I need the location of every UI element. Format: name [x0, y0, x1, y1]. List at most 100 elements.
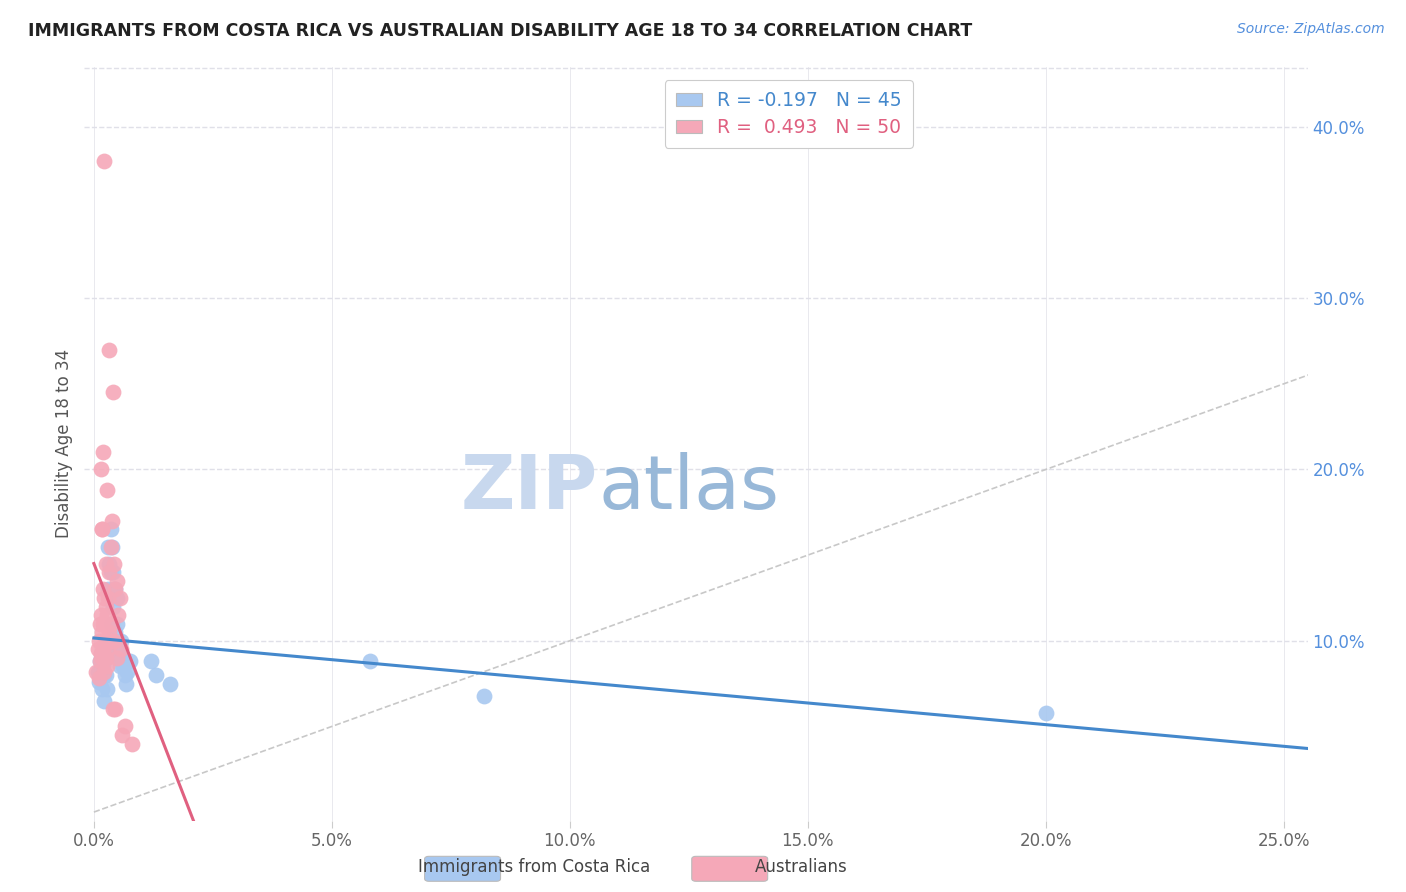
Point: [98, 566, 121, 580]
Point: [111, 728, 134, 742]
Point: [101, 385, 124, 400]
Point: [101, 633, 124, 648]
Point: [98, 625, 121, 640]
Point: [115, 665, 138, 679]
Point: [100, 566, 122, 580]
Point: [91, 523, 114, 537]
Point: [91, 681, 114, 696]
Point: [101, 566, 124, 580]
Point: [101, 616, 124, 631]
Point: [93, 637, 115, 651]
Point: [104, 582, 127, 597]
Point: [1035, 706, 1057, 720]
Point: [94, 651, 117, 665]
Point: [100, 616, 122, 631]
Point: [104, 582, 127, 597]
Point: [103, 642, 125, 657]
Point: [103, 557, 125, 571]
Point: [97, 582, 120, 597]
Point: [105, 591, 128, 605]
Point: [107, 642, 129, 657]
Point: [101, 514, 124, 528]
Point: [97, 642, 120, 657]
Point: [93, 616, 115, 631]
Point: [108, 659, 131, 673]
Point: [96, 608, 118, 623]
Point: [93, 642, 115, 657]
Point: [101, 702, 124, 716]
Point: [105, 616, 128, 631]
Point: [103, 633, 125, 648]
Point: [107, 608, 129, 623]
Point: [98, 557, 121, 571]
Point: [112, 659, 135, 673]
Point: [104, 702, 127, 716]
Point: [110, 633, 132, 648]
Point: [93, 154, 115, 169]
Text: Immigrants from Costa Rica: Immigrants from Costa Rica: [418, 858, 651, 876]
Point: [145, 668, 167, 682]
Point: [139, 654, 162, 668]
Point: [93, 445, 115, 459]
Point: [96, 659, 118, 673]
Point: [89, 654, 111, 668]
Point: [93, 694, 115, 708]
Text: IMMIGRANTS FROM COSTA RICA VS AUSTRALIAN DISABILITY AGE 18 TO 34 CORRELATION CHA: IMMIGRANTS FROM COSTA RICA VS AUSTRALIAN…: [28, 22, 973, 40]
Point: [108, 591, 131, 605]
Point: [94, 651, 117, 665]
Point: [86, 665, 108, 679]
Y-axis label: Disability Age 18 to 34: Disability Age 18 to 34: [55, 349, 73, 539]
Point: [97, 540, 120, 554]
Point: [105, 574, 128, 588]
Point: [90, 672, 112, 686]
Point: [359, 654, 381, 668]
Text: ZIP: ZIP: [461, 452, 598, 525]
Point: [114, 668, 136, 682]
Legend: R = -0.197   N = 45, R =  0.493   N = 50: R = -0.197 N = 45, R = 0.493 N = 50: [665, 80, 912, 148]
Point: [94, 668, 117, 682]
Point: [90, 608, 112, 623]
Point: [115, 676, 138, 690]
Point: [90, 648, 112, 662]
Point: [104, 625, 127, 640]
Point: [91, 523, 114, 537]
Point: [89, 616, 111, 631]
Point: [114, 719, 136, 733]
Point: [93, 591, 115, 605]
Point: [110, 642, 132, 657]
Text: atlas: atlas: [598, 452, 779, 525]
Point: [96, 483, 118, 497]
Point: [89, 654, 111, 668]
Point: [107, 633, 129, 648]
Point: [93, 642, 115, 657]
Point: [159, 676, 181, 690]
Point: [103, 582, 125, 597]
Point: [87, 672, 110, 686]
Point: [472, 689, 495, 703]
Point: [84, 665, 107, 679]
Point: [86, 642, 108, 657]
Point: [87, 674, 110, 689]
Point: [108, 651, 131, 665]
Point: [98, 343, 121, 357]
Text: Source: ZipAtlas.com: Source: ZipAtlas.com: [1237, 22, 1385, 37]
Point: [97, 591, 120, 605]
Point: [111, 651, 134, 665]
Point: [101, 599, 124, 614]
Point: [118, 654, 141, 668]
Point: [93, 668, 115, 682]
Point: [91, 651, 114, 665]
Point: [93, 582, 115, 597]
Point: [90, 462, 112, 476]
Point: [100, 523, 122, 537]
Point: [105, 651, 128, 665]
Text: Australians: Australians: [755, 858, 848, 876]
Point: [87, 633, 110, 648]
Point: [94, 599, 117, 614]
Point: [94, 557, 117, 571]
Point: [93, 665, 115, 679]
Point: [96, 681, 118, 696]
Point: [90, 648, 112, 662]
Point: [93, 657, 115, 672]
Point: [101, 540, 124, 554]
